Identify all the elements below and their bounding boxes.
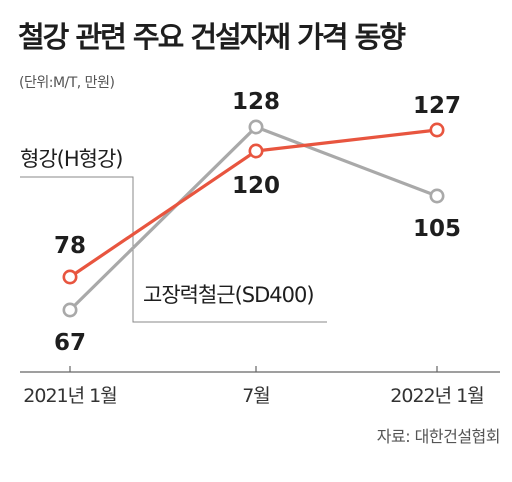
x-axis: 2021년 1월 7월 2022년 1월: [20, 366, 500, 407]
value-label-rebar-1: 128: [232, 89, 280, 115]
unit-label: (단위:M/T, 만원): [19, 75, 115, 91]
value-label-h-beam-1: 120: [232, 173, 280, 199]
value-label-h-beam-0: 78: [54, 233, 86, 259]
data-point-h-beam-0: [62, 269, 78, 285]
legend-h-beam: 형강(H형강): [20, 147, 122, 171]
series-points: [62, 119, 445, 318]
x-tick-label-1: 7월: [242, 385, 270, 407]
x-tick-label-0: 2021년 1월: [23, 385, 116, 407]
value-label-h-beam-2: 127: [413, 93, 461, 119]
data-point-h-beam-1: [248, 143, 264, 159]
data-point-h-beam-2: [429, 122, 445, 138]
value-labels: 78 120 127 67 128 105: [54, 89, 461, 356]
value-label-rebar-2: 105: [413, 216, 461, 242]
data-point-rebar-0: [62, 302, 78, 318]
legend-rebar: 고장력철근(SD400): [143, 283, 314, 307]
data-point-rebar-1: [248, 119, 264, 135]
value-label-rebar-0: 67: [54, 330, 86, 356]
source-label: 자료: 대한건설협회: [377, 427, 500, 446]
x-tick-label-2: 2022년 1월: [390, 385, 483, 407]
chart-title: 철강 관련 주요 건설자재 가격 동향: [18, 20, 406, 54]
data-point-rebar-2: [429, 188, 445, 204]
